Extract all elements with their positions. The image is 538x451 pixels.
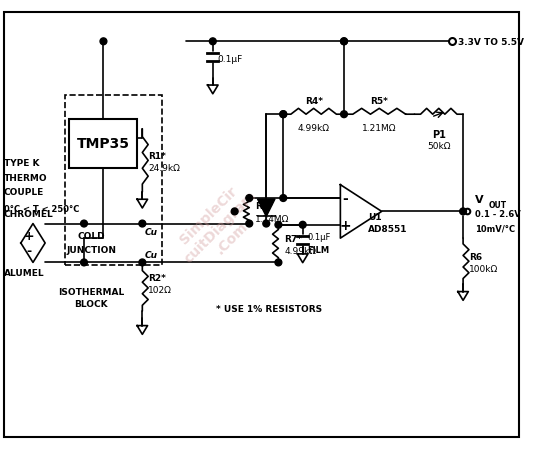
Circle shape — [263, 221, 270, 227]
Text: COLD: COLD — [77, 231, 105, 240]
Text: 0.1µF: 0.1µF — [308, 233, 331, 242]
Text: R2*: R2* — [148, 273, 166, 282]
Text: 0.1µF: 0.1µF — [218, 55, 243, 64]
Text: 1.24MΩ: 1.24MΩ — [255, 214, 289, 223]
Text: COUPLE: COUPLE — [4, 188, 44, 197]
Circle shape — [100, 39, 107, 46]
Text: ALUMEL: ALUMEL — [4, 268, 45, 277]
Text: P1: P1 — [432, 129, 445, 139]
Circle shape — [139, 221, 146, 227]
Text: BLOCK: BLOCK — [74, 299, 108, 308]
Text: R7*: R7* — [284, 235, 302, 244]
Circle shape — [275, 259, 282, 266]
Text: R3*: R3* — [255, 202, 273, 211]
Text: 50kΩ: 50kΩ — [427, 142, 450, 151]
Text: CHROMEL: CHROMEL — [4, 210, 54, 219]
Text: OUT: OUT — [489, 200, 506, 209]
Circle shape — [209, 39, 216, 46]
Circle shape — [231, 208, 238, 215]
Text: +: + — [24, 230, 34, 243]
Circle shape — [280, 111, 287, 118]
Text: Cu: Cu — [145, 250, 158, 259]
Circle shape — [299, 222, 306, 229]
Circle shape — [81, 221, 87, 227]
Text: JUNCTION: JUNCTION — [66, 246, 116, 255]
Text: 10mV/°C: 10mV/°C — [475, 225, 515, 233]
Text: 3.3V TO 5.5V: 3.3V TO 5.5V — [458, 38, 524, 47]
Text: ISOTHERMAL: ISOTHERMAL — [58, 287, 124, 296]
Text: -: - — [342, 192, 348, 206]
Text: 0°C < T < 250°C: 0°C < T < 250°C — [4, 205, 79, 214]
Text: V: V — [475, 195, 484, 205]
Polygon shape — [258, 199, 275, 217]
Text: 0.1 - 2.6V: 0.1 - 2.6V — [475, 210, 521, 219]
Text: AD8551: AD8551 — [369, 225, 408, 233]
Circle shape — [280, 195, 287, 202]
Text: THERMO: THERMO — [4, 174, 47, 183]
Text: FILM: FILM — [308, 245, 330, 254]
Text: TMP35: TMP35 — [77, 137, 130, 151]
Text: R4*: R4* — [305, 97, 323, 106]
Circle shape — [275, 222, 282, 229]
Text: 102Ω: 102Ω — [148, 285, 172, 294]
Circle shape — [341, 39, 348, 46]
Text: +: + — [339, 218, 351, 232]
Circle shape — [459, 208, 466, 215]
Circle shape — [341, 111, 348, 118]
FancyBboxPatch shape — [69, 120, 138, 168]
Text: 24.9kΩ: 24.9kΩ — [148, 164, 180, 173]
Text: Cu: Cu — [145, 228, 158, 237]
Text: 4.99kΩ: 4.99kΩ — [298, 124, 330, 133]
Circle shape — [280, 111, 287, 118]
Text: 4.99kΩ: 4.99kΩ — [284, 247, 316, 256]
Text: 1.21MΩ: 1.21MΩ — [362, 124, 397, 133]
Text: * USE 1% RESISTORS: * USE 1% RESISTORS — [216, 304, 322, 313]
Text: TYPE K: TYPE K — [4, 159, 39, 168]
Text: R5*: R5* — [370, 97, 388, 106]
Circle shape — [139, 259, 146, 266]
Circle shape — [81, 259, 87, 266]
Text: R1*: R1* — [148, 152, 166, 161]
Circle shape — [341, 39, 348, 46]
Text: U1: U1 — [369, 212, 382, 221]
Text: -: - — [26, 244, 32, 257]
Circle shape — [246, 195, 253, 202]
Circle shape — [246, 221, 253, 227]
Text: R6: R6 — [469, 252, 482, 261]
Text: SimpleCir
cuitDiagram
.Com: SimpleCir cuitDiagram .Com — [170, 176, 270, 276]
Text: 100kΩ: 100kΩ — [469, 264, 498, 273]
